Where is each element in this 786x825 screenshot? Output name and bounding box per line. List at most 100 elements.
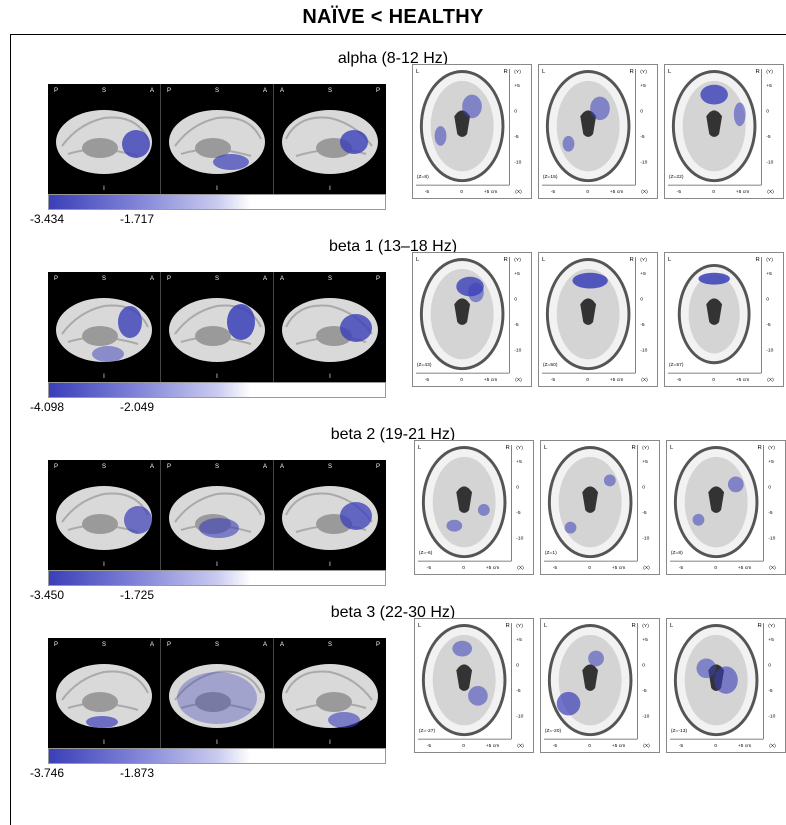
mri-slice-label: (Z=1) <box>545 550 557 556</box>
mri-y-tick: -5 <box>768 688 773 694</box>
mri-y-tick: -5 <box>768 510 773 516</box>
brain-orientation-label: A <box>150 464 154 470</box>
mri-y-tick: -5 <box>516 510 521 516</box>
brain-orientation-label: P <box>54 642 58 648</box>
mri-right-label: R <box>757 445 761 451</box>
mri-axial-slice: L R (Y) +5 0 -5 -10 -5 0 +5 cm (X) (Z=43) <box>412 252 532 387</box>
frequency-panel: beta 1 (13–18 Hz) P S A I P S A I A S P I -4.098 -2.04… <box>0 232 786 422</box>
panel-title: alpha (8-12 Hz) <box>337 50 449 67</box>
scale-min-label: -3.746 <box>30 766 65 780</box>
brain-orientation-label: I <box>216 374 218 380</box>
brain-orientation-label: A <box>150 88 154 94</box>
brain-orientation-label: P <box>167 464 171 470</box>
scale-mid-label: -1.873 <box>120 766 155 780</box>
brain-orientation-label: I <box>103 740 105 746</box>
brain-orientation-label: I <box>103 186 105 192</box>
brain-orientation-label: P <box>54 464 58 470</box>
cortical-surface-views: P S A I P S A I A S P I <box>48 460 386 570</box>
mri-x-tick: +5 cm <box>736 189 750 195</box>
mri-x-tick: 0 <box>460 189 463 195</box>
mri-y-tick: 0 <box>768 484 771 490</box>
mri-y-tick: -5 <box>516 688 521 694</box>
mri-left-label: L <box>542 69 546 75</box>
mri-x-tick: 0 <box>462 743 465 749</box>
mri-x-tick: -5 <box>677 189 682 195</box>
mri-y-tick: -5 <box>514 134 519 140</box>
mri-axial-slice: L R (Y) +5 0 -5 -10 -5 0 +5 cm (X) (Z=15) <box>538 64 658 199</box>
mri-x-tick: -5 <box>677 377 682 383</box>
mri-x-tick: -5 <box>679 565 684 571</box>
mri-x-axis-label: (X) <box>515 377 522 383</box>
cortical-surface-views: P S A I P S A I A S P I <box>48 84 386 194</box>
mri-x-tick: -5 <box>427 743 432 749</box>
mri-y-tick: +5 <box>642 637 648 643</box>
mri-x-tick: +5 cm <box>610 189 624 195</box>
brain-orientation-label: A <box>280 464 284 470</box>
mri-x-axis-label: (X) <box>641 377 648 383</box>
mri-x-axis-label: (X) <box>641 189 648 195</box>
mri-y-tick: -5 <box>640 134 645 140</box>
mri-left-label: L <box>544 445 548 451</box>
mri-x-tick: 0 <box>586 189 589 195</box>
mri-x-tick: +5 cm <box>610 377 624 383</box>
mri-x-tick: +5 cm <box>612 743 626 749</box>
mri-y-axis-label: (Y) <box>768 623 775 629</box>
mri-x-tick: +5 cm <box>736 377 750 383</box>
brain-orientation-label: S <box>102 276 106 282</box>
brain-view: P S A I <box>167 272 274 382</box>
mri-y-tick: -10 <box>768 535 775 541</box>
color-scale-bar <box>48 194 386 210</box>
mri-axial-slice: L R (Y) +5 0 -5 -10 -5 0 +5 cm (X) (Z=50) <box>538 252 658 387</box>
brain-orientation-label: A <box>150 276 154 282</box>
brain-orientation-label: I <box>216 562 218 568</box>
mri-y-tick: 0 <box>514 296 517 302</box>
brain-orientation-label: P <box>167 642 171 648</box>
brain-orientation-label: P <box>167 88 171 94</box>
mri-y-tick: 0 <box>768 662 771 668</box>
brain-orientation-label: S <box>102 642 106 648</box>
mri-axial-slice: L R (Y) +5 0 -5 -10 -5 0 +5 cm (X) (Z=-6) <box>414 440 534 575</box>
mri-x-tick: -5 <box>427 565 432 571</box>
mri-x-tick: 0 <box>460 377 463 383</box>
brain-orientation-label: S <box>328 464 332 470</box>
brain-view: A S P I <box>280 88 380 192</box>
mri-x-axis-label: (X) <box>769 743 776 749</box>
mri-axial-slice: L R (Y) +5 0 -5 -10 -5 0 +5 cm (X) (Z=-27) <box>414 618 534 753</box>
scale-min-label: -3.450 <box>30 588 65 602</box>
mri-slice-label: (Z=-20) <box>545 728 562 734</box>
mri-y-axis-label: (Y) <box>642 445 649 451</box>
mri-slice-label: (Z=8) <box>671 550 683 556</box>
brain-orientation-label: A <box>150 642 154 648</box>
panel-title: beta 3 (22-30 Hz) <box>330 604 456 621</box>
brain-view: P S A I <box>54 272 161 382</box>
mri-right-label: R <box>757 623 761 629</box>
brain-orientation-label: S <box>102 464 106 470</box>
mri-y-axis-label: (Y) <box>514 257 521 263</box>
brain-orientation-label: I <box>329 186 331 192</box>
cortical-surface-views: P S A I P S A I A S P I <box>48 638 386 748</box>
brain-orientation-label: A <box>263 464 267 470</box>
mri-y-tick: +5 <box>516 459 522 465</box>
mri-y-tick: +5 <box>514 83 520 89</box>
mri-y-tick: +5 <box>642 459 648 465</box>
mri-slice-label: (Z=8) <box>417 174 429 180</box>
mri-right-label: R <box>503 257 507 263</box>
mri-y-axis-label: (Y) <box>766 257 773 263</box>
mri-x-tick: +5 cm <box>612 565 626 571</box>
mri-y-tick: +5 <box>768 637 774 643</box>
brain-orientation-label: P <box>376 642 380 648</box>
mri-x-tick: 0 <box>588 565 591 571</box>
brain-orientation-label: P <box>167 276 171 282</box>
mri-x-tick: -5 <box>553 743 558 749</box>
brain-orientation-label: A <box>263 88 267 94</box>
brain-orientation-label: P <box>376 88 380 94</box>
mri-y-axis-label: (Y) <box>766 69 773 75</box>
mri-y-tick: -10 <box>640 347 647 353</box>
brain-orientation-label: S <box>102 88 106 94</box>
brain-orientation-label: I <box>103 562 105 568</box>
mri-slice-label: (Z=57) <box>669 362 684 368</box>
brain-orientation-label: I <box>329 562 331 568</box>
mri-left-label: L <box>668 69 672 75</box>
mri-y-tick: +5 <box>766 83 772 89</box>
brain-orientation-label: I <box>216 186 218 192</box>
